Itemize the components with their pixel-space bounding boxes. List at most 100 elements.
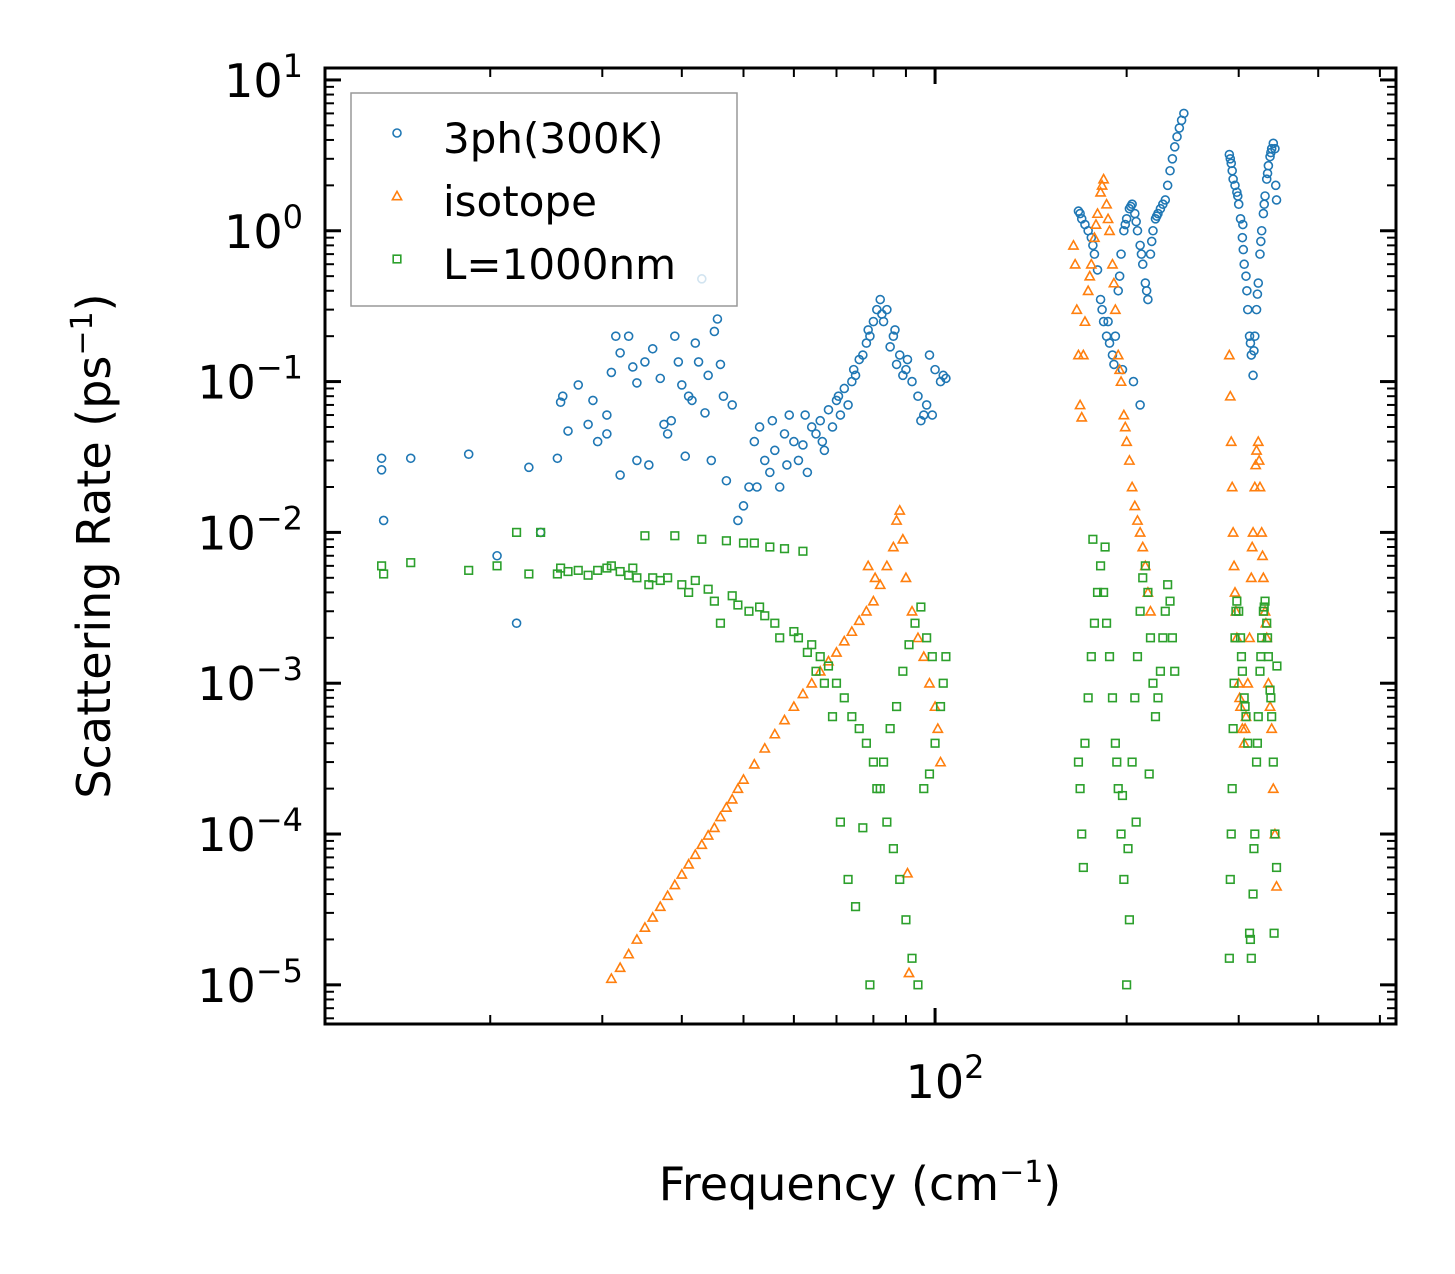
data-point	[1267, 712, 1277, 722]
data-point	[670, 331, 680, 341]
data-point	[903, 966, 915, 978]
data-point	[904, 640, 914, 650]
data-point	[511, 527, 522, 537]
data-point	[1136, 540, 1149, 552]
data-point	[511, 618, 522, 628]
data-point	[782, 460, 792, 470]
y-tick-label: 101	[224, 47, 303, 108]
data-point	[831, 678, 842, 688]
data-point	[1116, 249, 1126, 259]
data-point	[917, 650, 930, 662]
data-point	[934, 755, 947, 767]
data-point	[913, 980, 923, 990]
data-point	[1075, 784, 1085, 794]
data-point	[1119, 225, 1129, 236]
data-point	[552, 453, 563, 464]
data-point	[733, 515, 743, 526]
data-point	[1090, 218, 1102, 229]
axis-layer: 101 100 10−1 10−2 10−3 10−4 10−5 102	[197, 47, 1396, 1109]
data-point	[602, 410, 612, 420]
data-point	[638, 921, 651, 932]
data-point	[1257, 571, 1270, 583]
data-point	[1266, 143, 1277, 154]
data-point	[768, 727, 781, 739]
data-point	[1077, 348, 1090, 360]
data-point	[1261, 174, 1272, 184]
data-point	[1088, 534, 1098, 544]
data-point	[1125, 201, 1136, 212]
data-point	[492, 561, 502, 571]
data-point	[524, 462, 534, 473]
data-point	[1239, 259, 1249, 270]
data-point	[805, 676, 818, 688]
data-point	[677, 580, 687, 590]
x-axis-title: Frequency (cm−1)	[659, 1155, 1062, 1211]
data-point	[921, 400, 932, 410]
data-point	[1232, 676, 1245, 688]
data-point	[1102, 212, 1115, 224]
data-point	[1115, 375, 1128, 387]
data-point	[811, 666, 821, 676]
data-point	[1132, 652, 1143, 662]
data-point	[899, 571, 912, 583]
data-point	[606, 367, 617, 378]
data-point	[1262, 633, 1273, 643]
data-point	[405, 453, 416, 464]
data-point	[693, 357, 704, 367]
data-point	[1256, 652, 1266, 662]
data-point	[1235, 214, 1246, 224]
data-point	[749, 436, 760, 447]
data-point	[1254, 480, 1266, 492]
data-point	[1270, 880, 1283, 891]
data-point	[919, 784, 929, 794]
data-point	[822, 654, 835, 666]
data-point	[793, 633, 804, 643]
data-point	[779, 429, 790, 439]
data-point	[1101, 618, 1112, 628]
data-point	[1114, 271, 1125, 281]
data-point	[1112, 348, 1125, 360]
data-point	[1077, 829, 1087, 839]
data-point	[770, 445, 780, 456]
data-point	[877, 309, 887, 319]
y-axis-title: Scattering Rate (ps−1)	[65, 293, 121, 798]
data-point	[733, 600, 743, 610]
data-point	[865, 980, 875, 990]
data-point	[1224, 953, 1234, 963]
data-point	[823, 404, 834, 415]
data-point	[646, 911, 659, 922]
data-point	[1252, 738, 1263, 748]
data-point	[850, 902, 861, 912]
data-point	[666, 415, 677, 426]
legend-marker-2	[392, 254, 402, 264]
data-point	[690, 338, 701, 348]
data-point	[623, 331, 634, 341]
data-point	[1262, 168, 1273, 179]
data-point	[632, 455, 642, 466]
data-point	[815, 415, 826, 426]
data-point	[839, 383, 850, 394]
data-point	[703, 584, 713, 594]
data-point	[1255, 526, 1268, 537]
data-point	[644, 460, 654, 470]
data-point	[1091, 207, 1104, 219]
data-point	[1135, 606, 1145, 616]
data-point	[1162, 180, 1173, 191]
data-point	[1266, 693, 1276, 703]
data-point	[714, 810, 727, 822]
data-point	[1137, 259, 1148, 270]
data-point	[1067, 239, 1080, 250]
data-point	[1251, 757, 1262, 767]
data-point	[1245, 338, 1256, 348]
data-point	[687, 395, 697, 406]
data-point	[1143, 587, 1153, 598]
data-point	[875, 294, 886, 305]
data-point	[784, 410, 795, 420]
data-point	[659, 419, 669, 430]
data-point	[865, 331, 875, 341]
data-point	[1250, 444, 1263, 455]
data-point	[1130, 693, 1140, 703]
y-tick-label: 10−3	[197, 650, 303, 711]
data-point	[891, 359, 902, 370]
data-point	[843, 400, 853, 410]
